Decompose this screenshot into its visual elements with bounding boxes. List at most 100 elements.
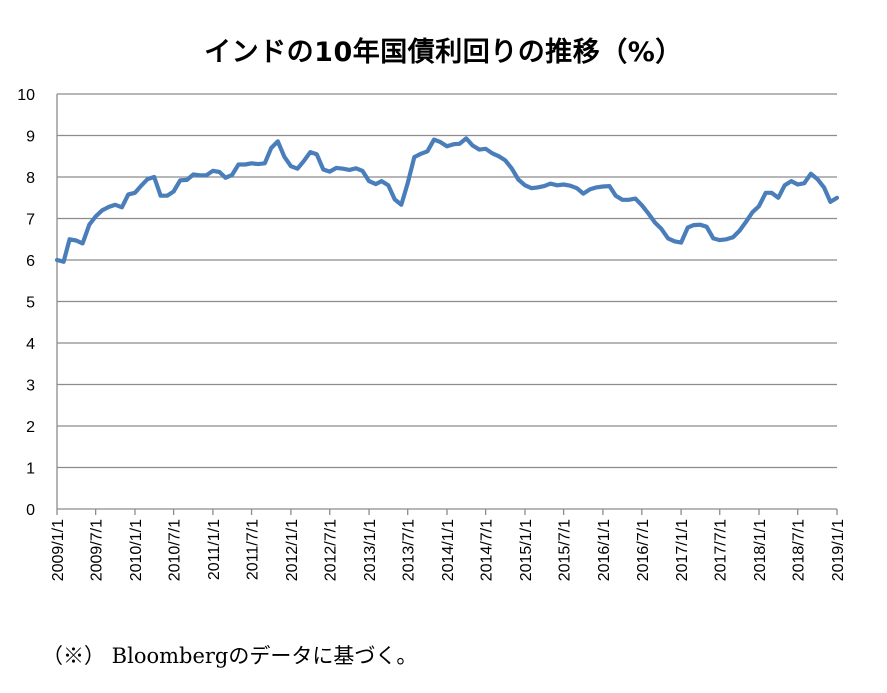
data-point bbox=[147, 178, 149, 180]
x-tick-label: 2010/1/1 bbox=[128, 519, 145, 581]
x-tick-label: 2015/1/1 bbox=[518, 519, 535, 581]
data-point bbox=[153, 176, 155, 178]
data-point bbox=[478, 149, 480, 151]
data-point bbox=[524, 184, 526, 186]
x-tick-label: 2010/7/1 bbox=[167, 519, 184, 581]
x-tick-label: 2014/7/1 bbox=[479, 519, 496, 581]
y-tick-label: 8 bbox=[26, 170, 35, 187]
data-point bbox=[595, 186, 597, 188]
data-point bbox=[732, 236, 734, 238]
data-point bbox=[219, 171, 220, 173]
data-point bbox=[706, 226, 708, 228]
data-point bbox=[459, 143, 461, 145]
data-point bbox=[491, 152, 493, 154]
data-point bbox=[407, 182, 409, 184]
data-point bbox=[173, 191, 175, 192]
data-point bbox=[602, 186, 604, 187]
data-point bbox=[361, 170, 363, 172]
x-tick-labels: 2009/1/1 2009/7/1 2010/1/1 2010/7/1 2011/1/1… bbox=[50, 519, 847, 581]
data-point bbox=[127, 193, 129, 195]
data-point bbox=[179, 179, 181, 181]
data-point bbox=[375, 183, 377, 185]
data-point bbox=[387, 184, 389, 186]
x-tick-label: 2009/7/1 bbox=[89, 519, 106, 581]
data-point bbox=[95, 215, 97, 217]
data-point bbox=[550, 183, 552, 185]
y-tick-label: 7 bbox=[26, 212, 35, 229]
data-point bbox=[283, 156, 285, 158]
data-point bbox=[322, 169, 324, 170]
data-point bbox=[394, 198, 396, 200]
data-point bbox=[329, 171, 331, 173]
data-point bbox=[56, 259, 58, 261]
x-tick-label: 2019/1/1 bbox=[830, 519, 847, 581]
data-point bbox=[543, 185, 545, 187]
data-point bbox=[693, 224, 695, 226]
data-point bbox=[537, 186, 539, 188]
data-point bbox=[225, 177, 226, 179]
data-point bbox=[765, 192, 767, 194]
x-tick-label: 2009/1/1 bbox=[50, 519, 67, 581]
data-point bbox=[517, 179, 519, 180]
data-point bbox=[244, 164, 246, 165]
data-point bbox=[589, 188, 591, 190]
data-point bbox=[446, 145, 448, 147]
x-tick-label: 2018/7/1 bbox=[791, 519, 808, 581]
data-point bbox=[784, 184, 786, 186]
y-tick-label: 4 bbox=[26, 336, 35, 353]
data-point bbox=[335, 167, 337, 169]
data-point bbox=[368, 180, 370, 182]
data-point bbox=[141, 184, 143, 186]
x-tick-label: 2011/1/1 bbox=[206, 519, 223, 580]
data-point bbox=[699, 224, 701, 226]
data-point bbox=[251, 162, 253, 164]
data-point bbox=[121, 206, 123, 208]
data-point bbox=[101, 209, 103, 211]
data-point bbox=[212, 170, 214, 172]
x-tick-label: 2017/1/1 bbox=[674, 519, 691, 581]
data-point bbox=[166, 195, 168, 197]
y-tick-labels: 0 1 2 3 4 5 6 7 8 9 10 bbox=[17, 87, 35, 519]
data-point bbox=[199, 174, 201, 176]
y-tick-label: 1 bbox=[26, 461, 35, 478]
data-point bbox=[609, 185, 610, 187]
data-point bbox=[576, 187, 578, 189]
footnote: （※） Bloombergのデータに基づく。 bbox=[42, 644, 418, 668]
data-point bbox=[342, 168, 344, 170]
x-tick-label: 2017/7/1 bbox=[713, 519, 730, 581]
data-point bbox=[238, 164, 239, 165]
data-point bbox=[823, 186, 825, 188]
axes bbox=[56, 94, 838, 515]
data-point bbox=[660, 228, 662, 230]
data-point bbox=[114, 204, 116, 206]
data-point bbox=[654, 222, 656, 224]
data-point bbox=[628, 199, 630, 201]
data-point bbox=[69, 238, 71, 240]
data-point bbox=[634, 198, 636, 200]
data-point bbox=[647, 213, 649, 214]
x-tick-label: 2015/7/1 bbox=[557, 519, 574, 581]
data-point bbox=[751, 211, 753, 213]
data-point bbox=[420, 153, 422, 155]
x-tick-label: 2016/1/1 bbox=[596, 519, 613, 581]
data-point bbox=[355, 167, 357, 169]
x-tick-label: 2013/7/1 bbox=[401, 519, 418, 581]
data-point bbox=[719, 239, 721, 241]
y-tick-label: 2 bbox=[26, 419, 35, 436]
series-line bbox=[54, 136, 840, 264]
data-point bbox=[465, 137, 467, 139]
data-point bbox=[277, 140, 279, 142]
data-point bbox=[205, 174, 207, 176]
data-point bbox=[348, 169, 350, 171]
data-point bbox=[160, 195, 162, 197]
data-point bbox=[556, 184, 558, 186]
data-point bbox=[413, 156, 415, 158]
x-tick-label: 2011/7/1 bbox=[245, 519, 262, 580]
data-point bbox=[829, 201, 831, 203]
data-point bbox=[836, 197, 838, 199]
data-point bbox=[745, 221, 747, 223]
data-point bbox=[641, 204, 643, 206]
data-point bbox=[270, 147, 272, 149]
data-point bbox=[511, 168, 513, 170]
